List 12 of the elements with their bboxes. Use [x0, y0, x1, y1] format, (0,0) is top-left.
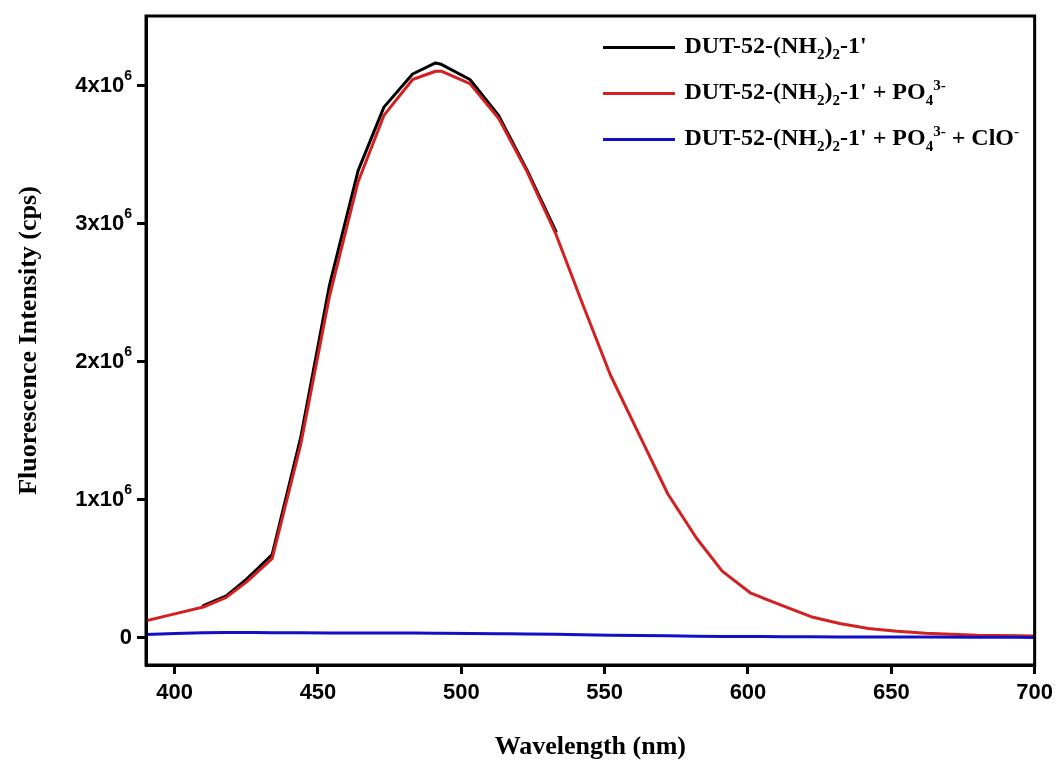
x-tick-label: 650	[872, 679, 910, 705]
x-tick-label: 600	[729, 679, 767, 705]
x-axis-title: Wavelength (nm)	[494, 731, 687, 761]
x-tick-label: 700	[1016, 679, 1054, 705]
text: DUT-52-(NH$_{2}$)$_{2}$-1' + PO$_{4}$$^{3-}$ + ClO$^{-}$	[684, 123, 1019, 154]
x-tick-label: 450	[299, 679, 337, 705]
x-tick-label: 400	[156, 679, 194, 705]
y-axis-title: Fluorescence Intensity (cps)	[13, 186, 43, 495]
x-tick-label: 500	[442, 679, 480, 705]
legend-label: DUT-52-(NH$_{2}$)$_{2}$-1'	[684, 31, 867, 63]
x-tick-label: 550	[586, 679, 624, 705]
y-tick-label: 0	[119, 624, 133, 650]
